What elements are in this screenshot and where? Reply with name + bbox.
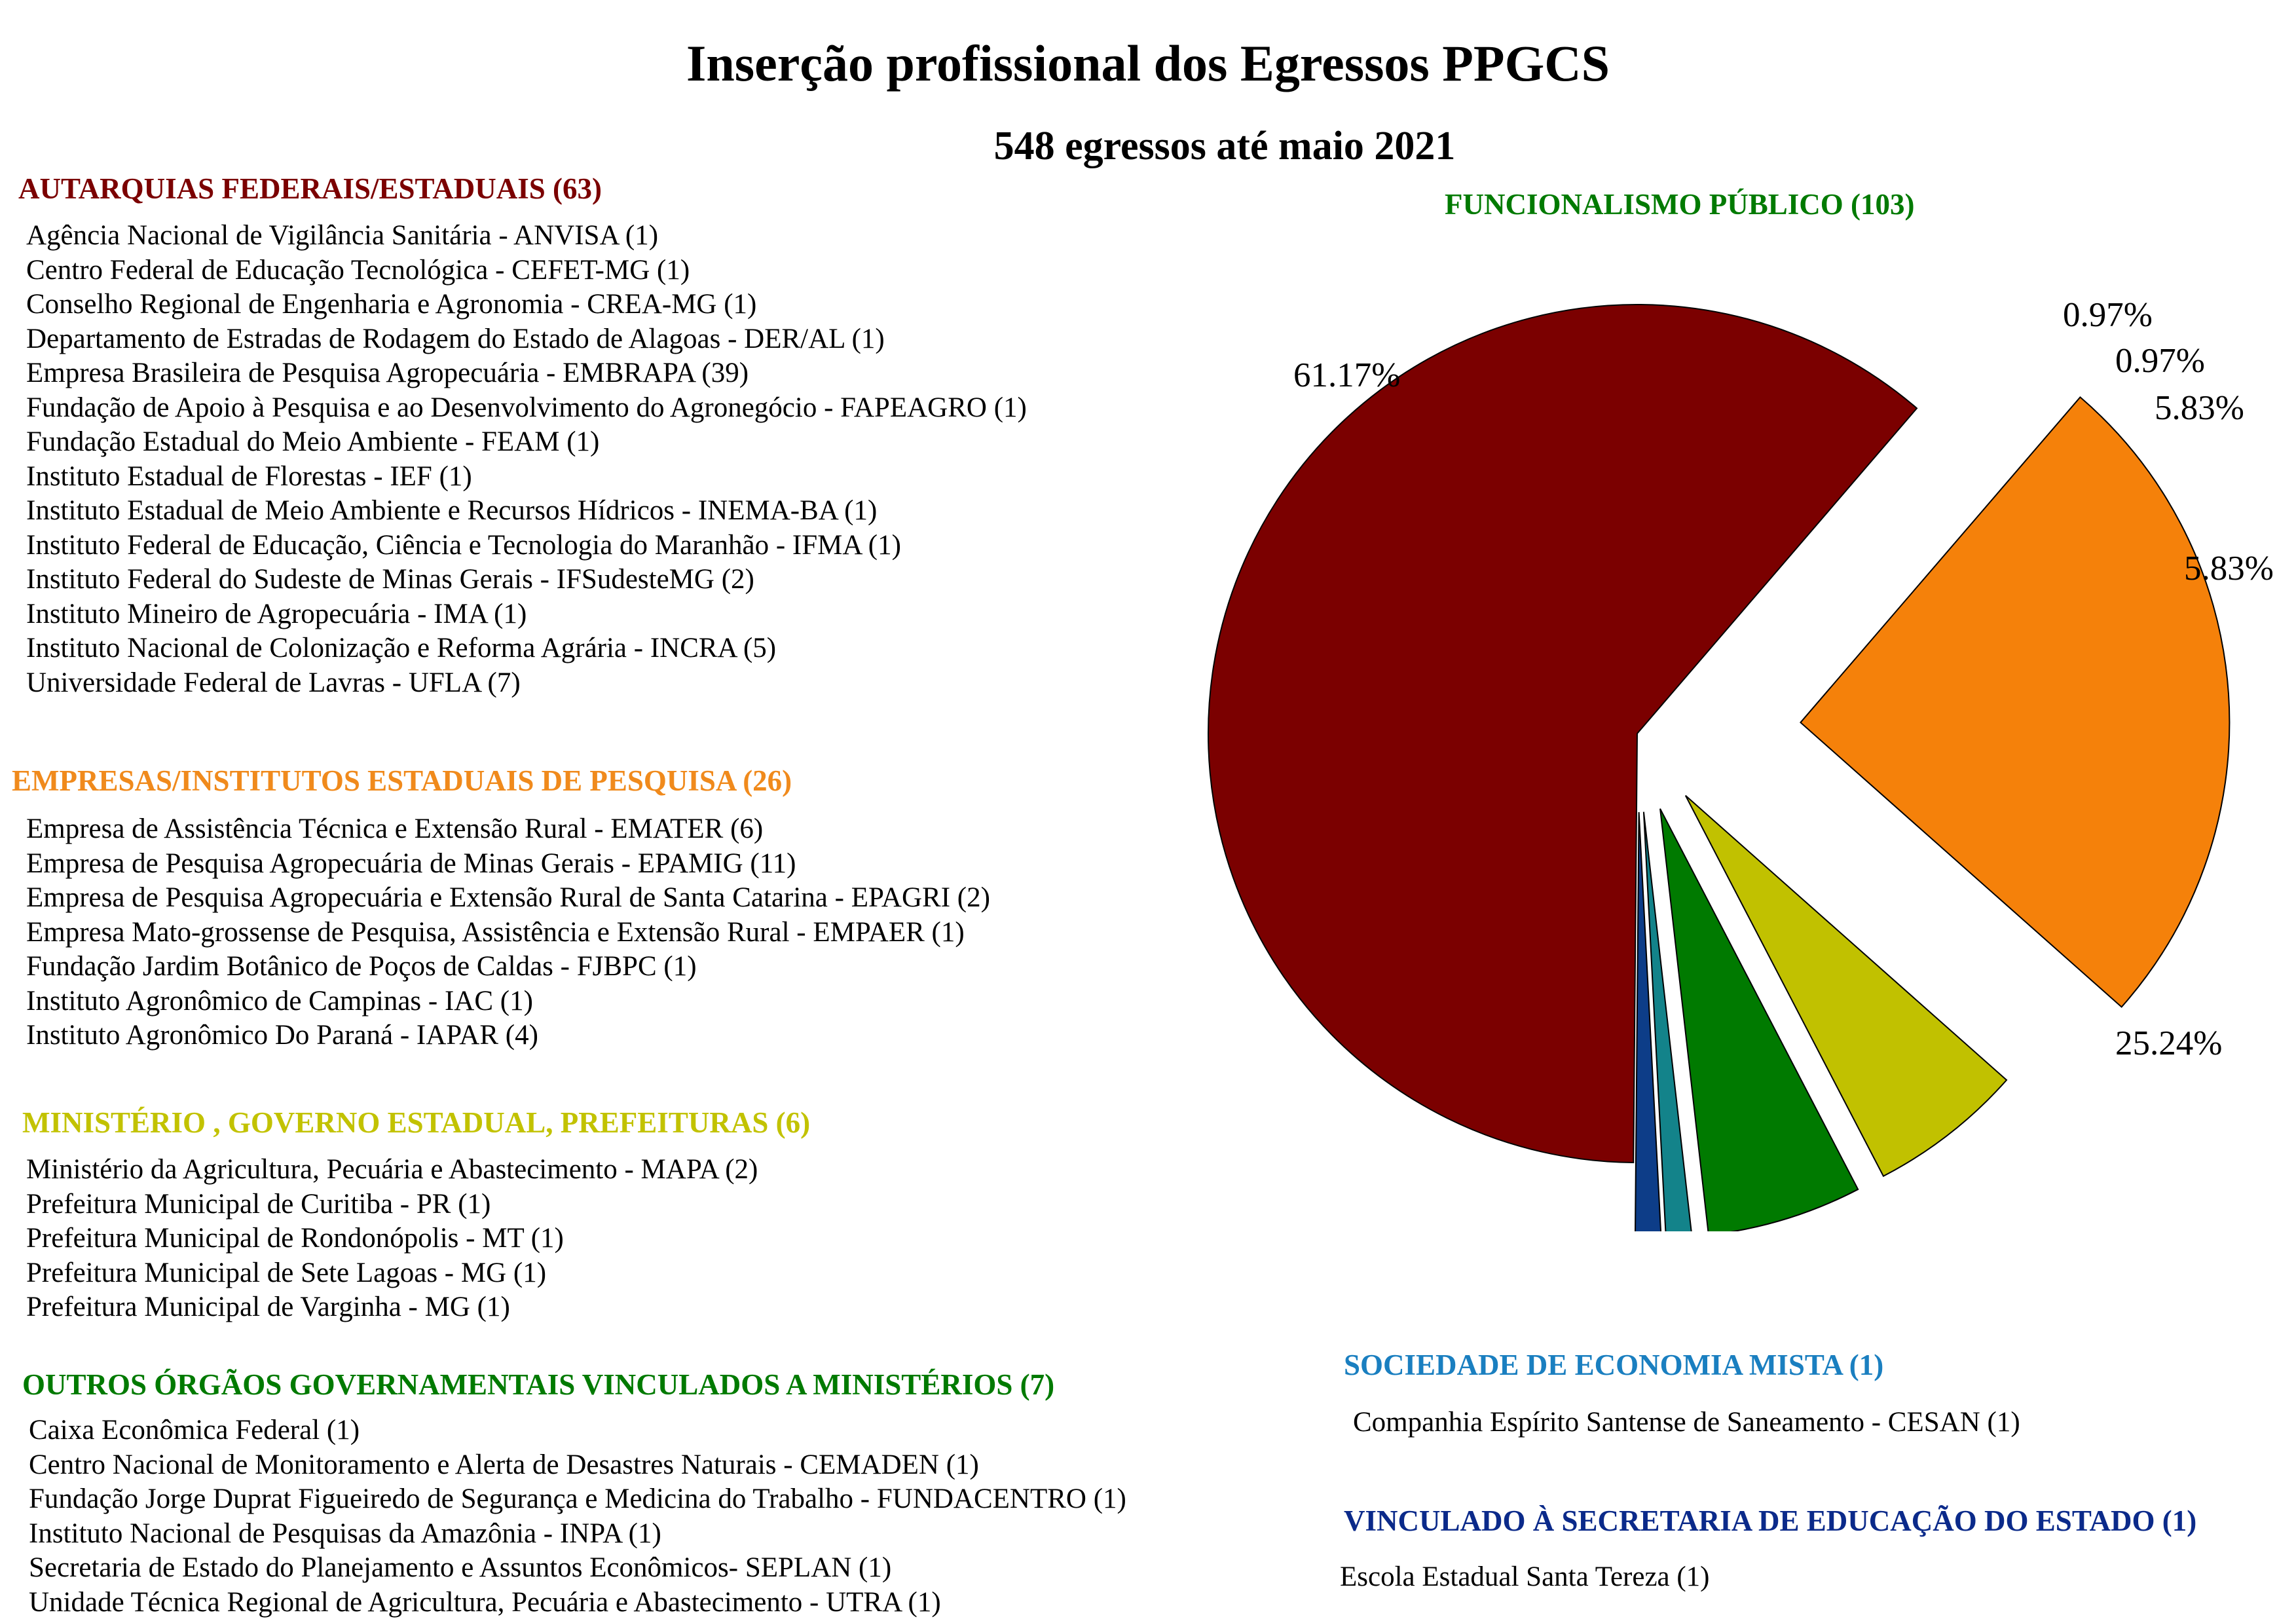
section-heading-autarquias: AUTARQUIAS FEDERAIS/ESTADUAIS (63) <box>18 172 602 205</box>
pie-slice-label: 5.83% <box>2184 550 2272 588</box>
list-item: Unidade Técnica Regional de Agricultura,… <box>29 1586 941 1618</box>
list-item: Instituto Federal de Educação, Ciência e… <box>26 529 901 561</box>
list-item: Prefeitura Municipal de Rondonópolis - M… <box>26 1223 564 1254</box>
list-item: Instituto Agronômico de Campinas - IAC (… <box>26 985 533 1017</box>
list-item: Fundação de Apoio à Pesquisa e ao Desenv… <box>26 392 1027 423</box>
list-item: Centro Nacional de Monitoramento e Alert… <box>29 1449 979 1480</box>
list-item: Ministério da Agricultura, Pecuária e Ab… <box>26 1154 758 1185</box>
pie-slice <box>1635 811 1662 1231</box>
list-item: Agência Nacional de Vigilância Sanitária… <box>26 220 659 251</box>
pie-slice-label: 61.17% <box>1293 356 1400 394</box>
list-item: Instituto Agronômico Do Paraná - IAPAR (… <box>26 1020 538 1051</box>
list-item: Empresa de Assistência Técnica e Extensã… <box>26 813 764 844</box>
list-empresas: Empresa de Assistência Técnica e Extensã… <box>26 812 990 1053</box>
list-item: Empresa Mato-grossense de Pesquisa, Assi… <box>26 916 965 948</box>
list-item: Instituto Nacional de Colonização e Refo… <box>26 633 777 663</box>
list-item: Instituto Nacional de Pesquisas da Amazô… <box>29 1518 661 1549</box>
list-item: Prefeitura Municipal de Curitiba - PR (1… <box>26 1188 491 1220</box>
list-item: Departamento de Estradas de Rodagem do E… <box>26 323 885 354</box>
list-item: Instituto Mineiro de Agropecuária - IMA … <box>26 598 527 629</box>
list-item: Prefeitura Municipal de Sete Lagoas - MG… <box>26 1257 547 1288</box>
list-item: Fundação Jorge Duprat Figueiredo de Segu… <box>29 1483 1126 1514</box>
list-item: Prefeitura Municipal de Varginha - MG (1… <box>26 1292 510 1322</box>
list-item: Centro Federal de Educação Tecnológica -… <box>26 254 690 286</box>
list-item: Secretaria de Estado do Planejamento e A… <box>29 1552 892 1583</box>
list-item: Empresa de Pesquisa Agropecuária e Exten… <box>26 882 990 913</box>
pie-slice <box>1208 304 1918 1163</box>
section-heading-funcionalismo: FUNCIONALISMO PÚBLICO (103) <box>1445 188 1915 221</box>
list-item: Conselho Regional de Engenharia e Agrono… <box>26 289 757 320</box>
list-item: Fundação Estadual do Meio Ambiente - FEA… <box>26 426 600 457</box>
list-ministerio: Ministério da Agricultura, Pecuária e Ab… <box>26 1153 758 1325</box>
list-autarquias: Agência Nacional de Vigilância Sanitária… <box>26 219 1027 700</box>
list-item: Fundação Jardim Botânico de Poços de Cal… <box>26 951 697 982</box>
page-subtitle: 548 egressos até maio 2021 <box>993 124 1456 168</box>
pie-slice-label: 0.97% <box>2063 296 2153 334</box>
list-sociedade: Companhia Espírito Santense de Saneament… <box>1353 1406 2020 1440</box>
section-heading-ministerio: MINISTÉRIO , GOVERNO ESTADUAL, PREFEITUR… <box>22 1106 811 1139</box>
list-secretaria: Escola Estadual Santa Tereza (1) <box>1340 1560 1710 1595</box>
list-item: Empresa Brasileira de Pesquisa Agropecuá… <box>26 358 749 388</box>
section-heading-outros: OUTROS ÓRGÃOS GOVERNAMENTAIS VINCULADOS … <box>22 1368 1055 1401</box>
pie-chart: 61.17% 25.24% 5.83% 5.83% 0.97% 0.97% <box>1208 296 2272 1231</box>
pie-slice <box>1659 808 1859 1231</box>
pie-slice <box>1800 396 2231 1008</box>
list-item: Instituto Federal do Sudeste de Minas Ge… <box>26 564 754 595</box>
list-item: Companhia Espírito Santense de Saneament… <box>1353 1407 2020 1438</box>
section-heading-empresas: EMPRESAS/INSTITUTOS ESTADUAIS DE PESQUIS… <box>12 764 792 797</box>
list-item: Empresa de Pesquisa Agropecuária de Mina… <box>26 848 796 879</box>
pie-slice <box>1642 811 1692 1231</box>
pie-slice-label: 25.24% <box>2115 1024 2222 1062</box>
list-item: Caixa Econômica Federal (1) <box>29 1415 360 1446</box>
list-item: Instituto Estadual de Florestas - IEF (1… <box>26 460 472 492</box>
page-title: Inserção profissional dos Egressos PPGCS <box>686 35 1610 92</box>
list-item: Universidade Federal de Lavras - UFLA (7… <box>26 667 521 698</box>
pie-slice-label: 5.83% <box>2155 389 2244 427</box>
section-heading-secretaria: VINCULADO À SECRETARIA DE EDUCAÇÃO DO ES… <box>1344 1504 2197 1537</box>
list-item: Escola Estadual Santa Tereza (1) <box>1340 1561 1710 1592</box>
pie-slice-label: 0.97% <box>2115 342 2205 380</box>
list-outros: Caixa Econômica Federal (1) Centro Nacion… <box>29 1413 1126 1620</box>
section-heading-sociedade: SOCIEDADE DE ECONOMIA MISTA (1) <box>1344 1349 1884 1381</box>
list-item: Instituto Estadual de Meio Ambiente e Re… <box>26 495 878 526</box>
pie-slice <box>1684 794 2008 1178</box>
